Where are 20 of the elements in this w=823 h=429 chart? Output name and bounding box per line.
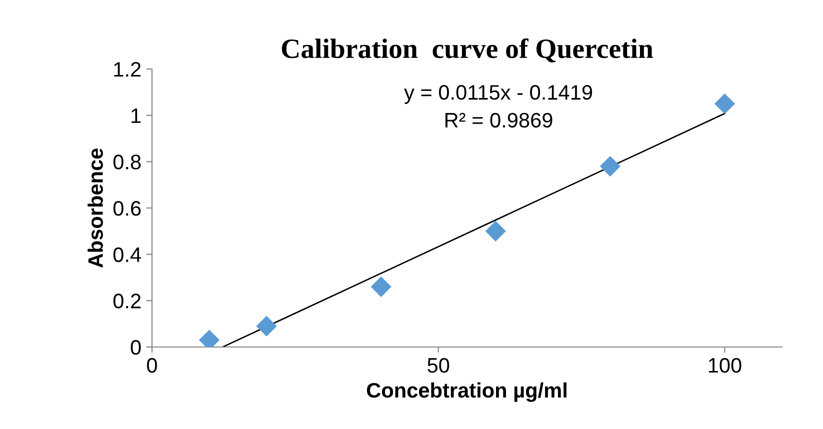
x-axis-title: Concebtration µg/ml: [366, 382, 566, 402]
annotation: y = 0.0115x - 0.1419: [404, 85, 592, 104]
y-tick-label: 0.4: [113, 247, 141, 262]
point: [370, 276, 392, 298]
x-tick-label: 0: [147, 358, 157, 373]
y-tick-label: 0.6: [113, 201, 141, 216]
y-tick-label: 0.8: [113, 154, 141, 170]
y-tick-label: 0.2: [113, 294, 141, 308]
y-axis-title: Absorbence: [88, 148, 103, 268]
point: [714, 93, 736, 114]
y-tick-label: 1.2: [114, 62, 141, 77]
annotation: R² = 0.9869: [445, 112, 552, 128]
point: [256, 316, 277, 336]
point: [600, 156, 620, 177]
y-tick-label: 0: [130, 340, 141, 355]
chart-title: Calibration curve of Quercetin: [282, 38, 654, 62]
y-tick-label: 1: [132, 108, 141, 123]
x-tick-label: 50: [428, 358, 450, 373]
x-tick-label: 100: [708, 358, 742, 373]
point: [485, 220, 506, 242]
